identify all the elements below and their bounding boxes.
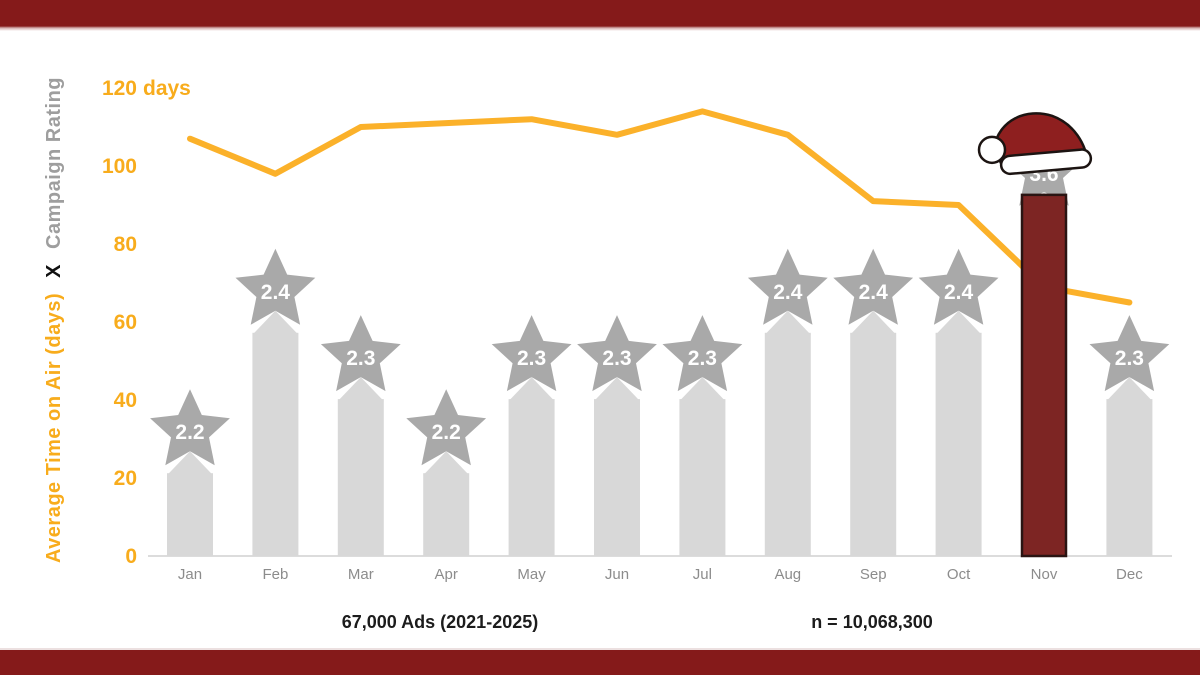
y-tick-label: 60 [114,311,137,334]
y-tick-label: 80 [114,233,137,256]
bar [423,473,470,556]
highlight-bar [1020,193,1068,558]
bar [252,332,299,556]
y-axis-label-separator-icon: X [43,264,65,278]
x-tick-label: Jul [693,566,712,583]
x-tick-label: Feb [262,566,288,583]
x-tick-label: Dec [1116,566,1143,583]
x-tick-label: Apr [435,566,458,583]
x-tick-label: Jun [605,566,629,583]
x-tick-label: Mar [348,566,374,583]
bar [1106,399,1153,556]
y-axis-label: Average Time on Air (days) X Campaign Ra… [43,77,65,563]
bottom-banner [0,648,1200,675]
bar-arrow-tip [594,377,640,402]
star-icon [1089,315,1170,392]
rating-value: 2.4 [859,281,889,304]
rating-value: 2.3 [602,347,631,370]
x-tick-label: Nov [1031,566,1058,583]
x-tick-label: Jan [178,566,202,583]
star-icon [150,389,230,466]
y-tick-label: 100 [102,155,137,178]
bar-arrow-tip [337,377,384,402]
y-tick-label: 40 [114,389,137,412]
bar-arrow-tip [167,451,213,476]
bar [764,332,811,556]
y-unit-label: days [143,77,191,100]
rating-value: 2.3 [346,347,375,370]
x-tick-label: Oct [947,566,971,583]
star-icon [320,315,401,392]
top-banner [0,0,1200,31]
star-icon [918,248,999,325]
bar [679,399,726,556]
star-icon [235,248,316,325]
bar [594,399,640,556]
plot-area: 120 days 100 80 60 40 20 0 2.2 Jan 2.4 Feb 2.3 Mar 2.… [102,77,1172,583]
rating-value: 2.4 [773,281,803,304]
bar-arrow-tip [935,310,982,335]
y-axis-label-rating: Campaign Rating [43,77,65,249]
bar [167,473,213,556]
bar-arrow-tip [679,377,726,402]
rating-value: 2.4 [261,281,291,304]
y-tick-label: 0 [125,545,137,568]
bar-arrow-tip [423,451,470,476]
rating-value: 2.3 [688,347,717,370]
rating-value: 2.2 [175,421,204,444]
bar-arrow-tip [508,377,555,402]
rating-value: 2.3 [1115,347,1144,370]
santa-hat-pompom-icon [977,135,1007,165]
star-icon [833,248,914,325]
x-tick-label: Sep [860,566,887,583]
star-icon [747,248,828,325]
star-icon [406,389,487,466]
bar [508,399,555,556]
x-tick-label: May [517,566,546,583]
rating-value: 2.3 [517,347,546,370]
y-axis-label-days: Average Time on Air (days) [43,293,65,563]
bar-arrow-tip [252,310,299,335]
rating-value: 2.2 [432,421,461,444]
sample-size-caption: 67,000 Ads (2021-2025) [342,612,538,632]
x-tick-label: Aug [774,566,801,583]
y-tick-label: 20 [114,467,137,490]
star-icon [491,315,572,392]
bar [337,399,384,556]
bar-arrow-tip [764,310,811,335]
bar-arrow-tip [850,310,897,335]
bar [850,332,897,556]
rating-value: 2.4 [944,281,974,304]
santa-hat-band-icon [999,148,1093,176]
star-icon [662,315,743,392]
line-series [187,108,1133,306]
y-tick-label: 120 [102,77,137,100]
n-count-caption: n = 10,068,300 [811,612,933,632]
bar-arrow-tip [1106,377,1153,402]
bar [935,332,982,556]
star-icon [577,315,657,392]
